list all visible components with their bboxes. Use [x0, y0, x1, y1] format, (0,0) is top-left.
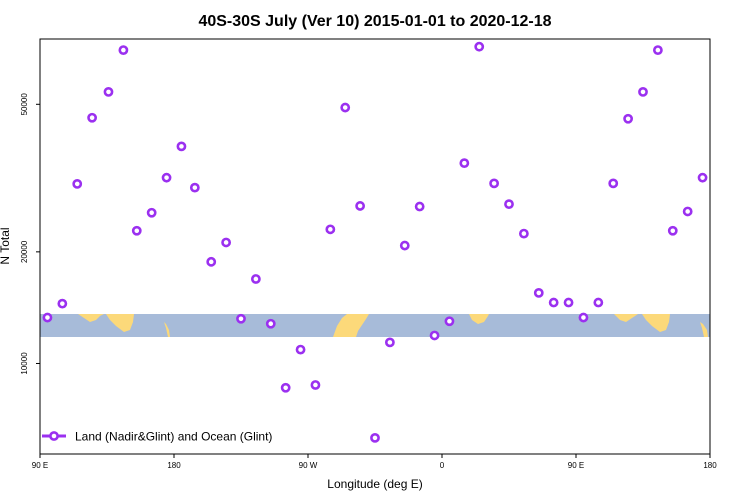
land-australia-left-south: [106, 314, 134, 332]
land-australia-right-south: [642, 314, 670, 332]
data-point: [310, 380, 321, 390]
data-point: [489, 178, 500, 189]
legend-label: Land (Nadir&Glint) and Ocean (Glint): [75, 430, 272, 444]
land-newzealand-left: [164, 322, 170, 337]
y-axis-label: N Total: [0, 227, 12, 264]
data-point: [355, 201, 366, 211]
data-point: [250, 274, 261, 284]
x-tick-label: 90 W: [299, 461, 318, 470]
data-point: [280, 382, 291, 393]
data-point: [414, 201, 425, 212]
data-point: [682, 206, 693, 217]
data-point: [370, 432, 380, 443]
data-point: [697, 172, 708, 183]
y-tick-label: 10000: [20, 352, 29, 375]
data-point: [265, 318, 276, 329]
data-point: [444, 316, 455, 327]
x-tick-label: 90 E: [568, 461, 584, 470]
land-africa: [469, 314, 489, 324]
data-point: [103, 87, 114, 97]
data-point: [533, 288, 544, 298]
data-point: [206, 256, 217, 267]
x-axis: 90 E 180 90 W 0 90 E 180: [32, 454, 717, 470]
data-point: [131, 225, 142, 236]
data-point: [548, 297, 559, 308]
data-point: [325, 224, 336, 235]
data-point: [57, 298, 68, 309]
data-point: [638, 87, 648, 97]
x-tick-label: 180: [167, 461, 181, 470]
land-australia-left: [78, 314, 104, 322]
plot-frame: [39, 38, 711, 455]
data-point: [608, 178, 619, 189]
data-point: [474, 41, 485, 52]
data-point: [563, 297, 574, 308]
data-point: [399, 240, 410, 251]
data-points: [42, 41, 708, 443]
data-point: [295, 344, 306, 355]
y-tick-label: 50000: [20, 93, 29, 116]
data-point: [146, 207, 157, 218]
y-tick-label: 20000: [20, 240, 29, 263]
data-point: [87, 112, 98, 123]
data-point: [384, 337, 395, 348]
ocean-band: [40, 314, 710, 337]
map-strip: [40, 314, 710, 337]
x-tick-label: 180: [703, 461, 717, 470]
data-point: [72, 178, 83, 189]
data-point: [667, 225, 678, 236]
legend-marker: [49, 431, 59, 441]
land-southamerica: [333, 314, 369, 337]
data-point: [518, 228, 529, 239]
data-point: [593, 297, 604, 308]
data-point: [578, 312, 589, 323]
y-axis: 10000 20000 50000: [20, 93, 40, 375]
chart-title: 40S-30S July (Ver 10) 2015-01-01 to 2020…: [198, 13, 551, 30]
data-point: [652, 45, 663, 56]
x-axis-label: Longitude (deg E): [327, 477, 422, 491]
data-point: [236, 313, 246, 324]
data-point: [42, 312, 53, 323]
data-point: [176, 141, 187, 152]
x-tick-label: 0: [440, 461, 445, 470]
data-point: [459, 158, 470, 169]
data-point: [429, 330, 440, 341]
data-point: [504, 199, 514, 210]
data-point: [221, 237, 232, 248]
data-point: [118, 45, 129, 56]
data-point: [340, 102, 351, 113]
data-point: [161, 172, 172, 183]
x-tick-label: 90 E: [32, 461, 48, 470]
land-newzealand-right: [700, 322, 708, 337]
land-australia-right: [614, 314, 638, 322]
data-point: [623, 113, 634, 124]
legend: Land (Nadir&Glint) and Ocean (Glint): [42, 430, 272, 444]
data-point: [189, 182, 200, 193]
